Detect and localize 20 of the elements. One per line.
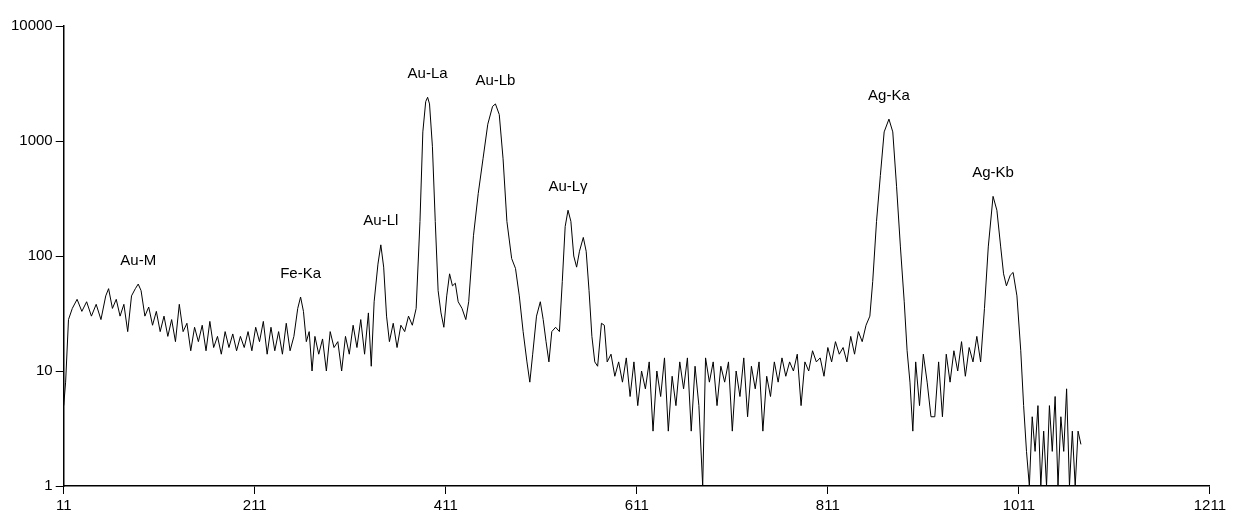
y-tick-label: 10 — [36, 361, 53, 379]
y-tick-label: 1000 — [19, 131, 53, 149]
y-tick-label: 1 — [44, 476, 53, 494]
y-tick-label: 100 — [27, 246, 53, 264]
x-tick-label: 1011 — [1002, 496, 1035, 514]
annotation: Fe-Ka — [280, 263, 322, 281]
x-tick-label: 11 — [55, 496, 72, 514]
annotation: Au-La — [407, 63, 449, 81]
annotation: Au-Ll — [363, 211, 399, 229]
annotation: Au-Lγ — [548, 176, 589, 194]
annotation: Au-Lb — [475, 70, 516, 88]
x-tick-label: 611 — [624, 496, 649, 514]
x-tick-label: 411 — [433, 496, 458, 514]
x-tick-label: 811 — [815, 496, 840, 514]
x-tick-label: 211 — [242, 496, 267, 514]
annotation: Ag-Ka — [868, 85, 911, 103]
x-tick-label: 1211 — [1193, 496, 1226, 514]
annotation: Au-M — [120, 250, 157, 268]
y-tick-label: 10000 — [10, 16, 53, 34]
annotation: Ag-Kb — [972, 163, 1014, 181]
